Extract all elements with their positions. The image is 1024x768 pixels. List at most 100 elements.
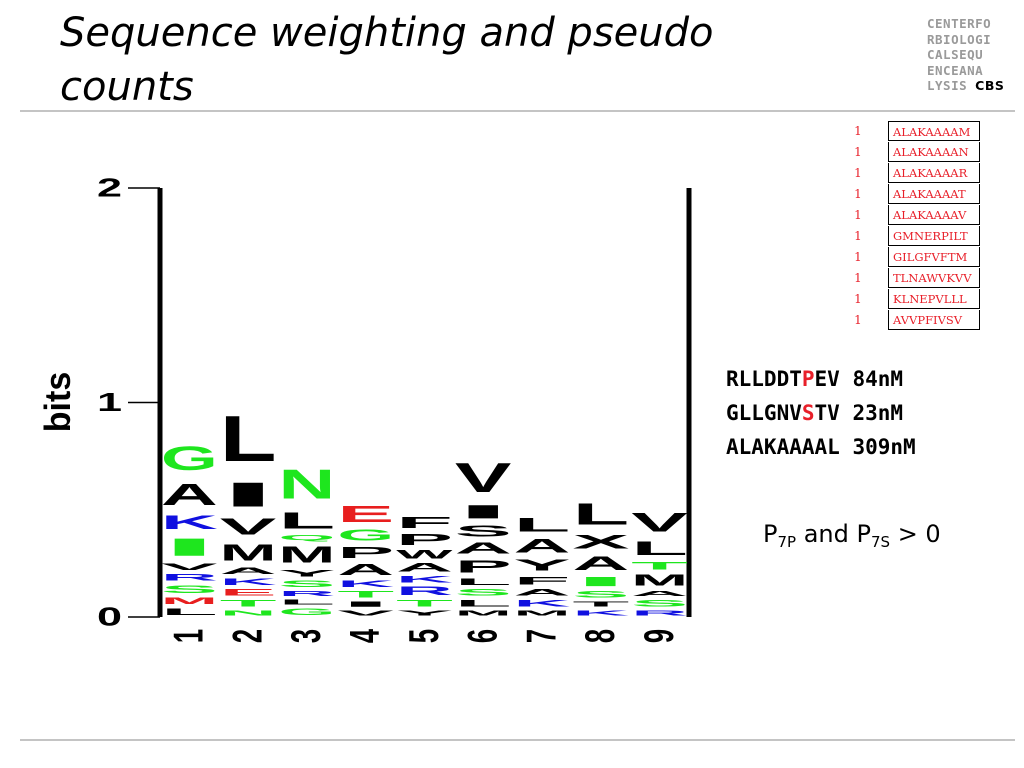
binder-suffix: TV xyxy=(814,401,840,425)
note-tail: > 0 xyxy=(890,520,941,548)
y-tick-label: 0 xyxy=(97,603,122,632)
sequence-weight: 1 xyxy=(854,124,862,138)
logo-letter: A xyxy=(396,561,453,574)
sequence-cell: KLNEPVLLL xyxy=(888,289,980,309)
binder-prefix: RLLDDT xyxy=(726,367,802,391)
logo-letter: M xyxy=(455,609,512,618)
logo-line: RBIOLOGI xyxy=(927,31,992,47)
x-tick-label: 1 xyxy=(166,629,212,643)
x-tick-label: 5 xyxy=(402,629,448,643)
top-divider xyxy=(20,110,1015,112)
logo-letter: T xyxy=(396,598,453,609)
sequence-cell: ALAKAAAAR xyxy=(888,163,980,183)
logo-letter: A xyxy=(337,561,394,578)
logo-letter: F xyxy=(396,514,453,531)
logo-letter: A xyxy=(572,553,629,574)
logo-letter: E xyxy=(337,502,394,527)
pseudo-count-note: P7P and P7S > 0 xyxy=(763,520,941,551)
logo-letter: K xyxy=(396,574,453,585)
x-tick-label: 7 xyxy=(519,629,565,643)
logo-letter: M xyxy=(631,572,688,589)
logo-letter: S xyxy=(161,583,218,596)
logo-line: CENTERFO xyxy=(927,16,992,31)
logo-letter: T xyxy=(572,600,629,609)
logo-letter: W xyxy=(396,549,453,562)
logo-letter: G xyxy=(161,439,218,478)
logo-letter: N xyxy=(220,608,277,617)
note-p1: P xyxy=(763,520,778,548)
note-p2: P xyxy=(856,520,871,548)
logo-letter: K xyxy=(161,512,218,533)
sequence-cell: TLNAWVKVV xyxy=(888,268,980,288)
logo-letter: L xyxy=(514,514,571,535)
x-tick-label: 9 xyxy=(637,629,683,643)
binder-row: GLLGNVSTV 23nM xyxy=(726,396,916,430)
cbs-logo: CENTERFO RBIOLOGI CALSEQU ENCEANA LYSIS … xyxy=(927,16,1017,94)
logo-letter: T xyxy=(220,598,277,609)
sequence-weight: 1 xyxy=(854,271,862,285)
note-sub1: 7P xyxy=(777,533,797,551)
logo-letter: K xyxy=(337,578,394,589)
logo-letter: S xyxy=(455,523,512,540)
sequence-weight: 1 xyxy=(854,208,862,222)
logo-line-lysis: LYSIS xyxy=(927,78,968,93)
sequence-logo-chart: 0 1 2 bits L M S R V I K A G N T E K A M V I L G L R S Y M Q L N V I T K A P… xyxy=(30,160,720,650)
logo-letter: K xyxy=(220,576,277,587)
logo-letter: Y xyxy=(514,557,571,574)
binder-list: RLLDDTPEV 84nM GLLGNVSTV 23nM ALAKAAAAL … xyxy=(726,362,916,464)
logo-letter: S xyxy=(279,578,336,589)
sequence-weight: 1 xyxy=(854,292,862,306)
sequence-cell: ALAKAAAAV xyxy=(888,205,980,225)
logo-letter: F xyxy=(514,574,571,587)
binder-highlight: P xyxy=(801,367,815,391)
logo-letter: G xyxy=(337,527,394,544)
logo-letter: I xyxy=(455,501,512,522)
binder-highlight: S xyxy=(801,401,815,425)
logo-letter: R xyxy=(396,585,453,598)
logo-letter: L xyxy=(455,598,512,609)
logo-letter: V xyxy=(455,454,512,501)
logo-letter: R xyxy=(161,572,218,583)
sequence-weight: 1 xyxy=(854,187,862,201)
logo-letter: V xyxy=(220,514,277,540)
binder-prefix: GLLGNV xyxy=(726,401,802,425)
binder-row: RLLDDTPEV 84nM xyxy=(726,362,916,396)
logo-letter: A xyxy=(514,536,571,557)
sequence-cell: ALAKAAAAT xyxy=(888,184,980,204)
binder-affinity: 23nM xyxy=(852,401,904,425)
x-tick-label: 3 xyxy=(284,629,330,643)
logo-letter: I xyxy=(572,574,629,589)
logo-letter: T xyxy=(631,559,688,572)
logo-letter: Q xyxy=(279,533,336,542)
logo-letter: Y xyxy=(279,568,336,579)
logo-letter: V xyxy=(337,608,394,617)
logo-letter: A xyxy=(220,565,277,576)
x-tick-label: 4 xyxy=(343,628,389,643)
sequence-weight: 1 xyxy=(854,229,862,243)
sequence-weight: 1 xyxy=(854,145,862,159)
sequence-cell: GILGFVFTM xyxy=(888,247,980,267)
sequence-logo-svg: 012bitsLMSRVIKAGNTEKAMVILGLRSYMQLNVITKAP… xyxy=(38,174,692,643)
logo-letter: G xyxy=(279,606,336,617)
y-tick-label: 2 xyxy=(97,174,122,203)
logo-letter: V xyxy=(161,561,218,572)
binder-affinity: 309nM xyxy=(852,435,916,459)
binder-row: ALAKAAAAL 309nM xyxy=(726,430,916,464)
slide-title: Sequence weighting and pseudo counts xyxy=(60,10,714,110)
logo-letter: L xyxy=(572,497,629,532)
logo-letter: L xyxy=(631,538,688,559)
logo-letter: P xyxy=(455,557,512,576)
sequence-cell: AVVPFIVSV xyxy=(888,310,980,330)
logo-letter: K xyxy=(572,608,629,617)
note-sub2: 7S xyxy=(870,533,891,551)
sequence-weight: 1 xyxy=(854,250,862,264)
sequence-cell: GMNERPILT xyxy=(888,226,980,246)
y-tick-label: 1 xyxy=(97,388,122,417)
logo-letter: Y xyxy=(396,608,453,617)
logo-tag: CBS xyxy=(975,78,1005,93)
logo-letter: M xyxy=(279,542,336,568)
logo-letter: V xyxy=(631,508,688,538)
logo-letter: X xyxy=(572,531,629,552)
binder-affinity: 84nM xyxy=(852,367,904,391)
logo-letter: S xyxy=(631,598,688,609)
